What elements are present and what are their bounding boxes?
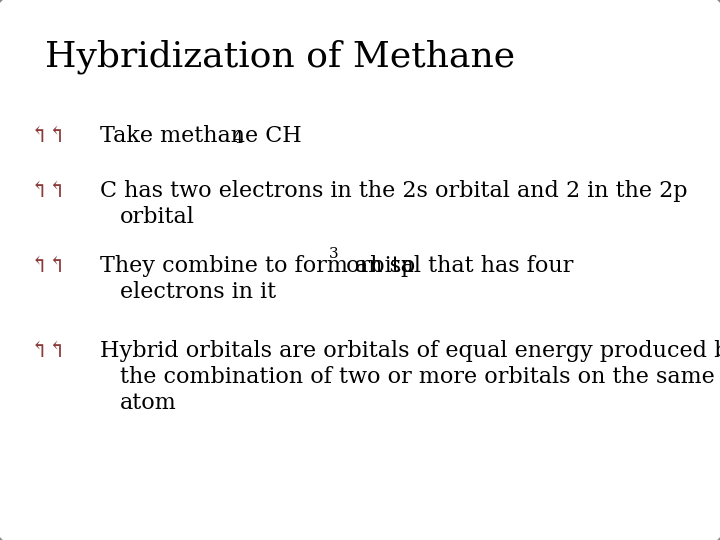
- Text: atom: atom: [120, 392, 176, 414]
- Text: 4: 4: [232, 130, 243, 147]
- Text: electrons in it: electrons in it: [120, 281, 276, 303]
- Text: orbital: orbital: [120, 206, 195, 228]
- Text: Take methane CH: Take methane CH: [100, 125, 302, 147]
- Text: Hybrid orbitals are orbitals of equal energy produced by: Hybrid orbitals are orbitals of equal en…: [100, 340, 720, 362]
- Text: ↰↰: ↰↰: [30, 180, 67, 202]
- Text: They combine to form an sp: They combine to form an sp: [100, 255, 415, 277]
- Text: C has two electrons in the 2s orbital and 2 in the 2p: C has two electrons in the 2s orbital an…: [100, 180, 688, 202]
- Text: orbital that has four: orbital that has four: [339, 255, 573, 277]
- Text: ↰↰: ↰↰: [30, 125, 67, 147]
- Text: ↰↰: ↰↰: [30, 340, 67, 362]
- Text: the combination of two or more orbitals on the same: the combination of two or more orbitals …: [120, 366, 715, 388]
- Text: ↰↰: ↰↰: [30, 255, 67, 277]
- Text: 3: 3: [329, 247, 338, 261]
- Text: Hybridization of Methane: Hybridization of Methane: [45, 40, 515, 75]
